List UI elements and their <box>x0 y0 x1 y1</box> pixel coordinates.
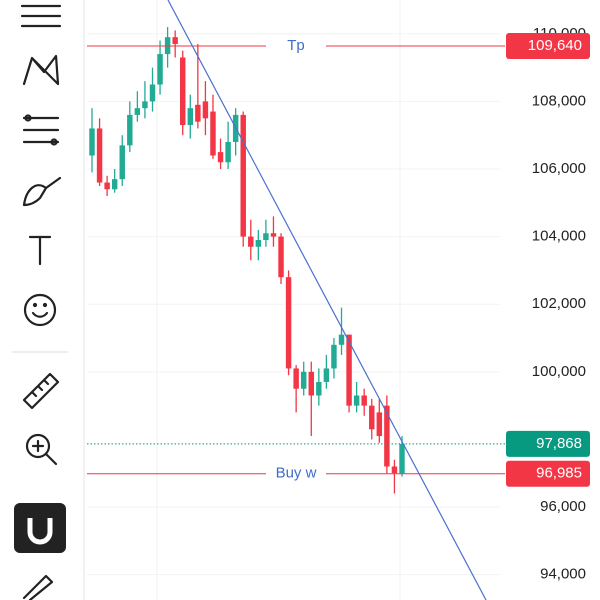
candle-body <box>316 381 322 396</box>
plot: 94,000 96,000 100,000 102,000 104,000 106,000… <box>87 25 586 583</box>
candle-body <box>399 443 405 474</box>
emoji-tool[interactable] <box>23 293 57 327</box>
price-tag <box>506 460 590 487</box>
candle-body <box>157 54 163 85</box>
candle-body <box>248 236 254 247</box>
candle-body <box>111 179 118 190</box>
toolbar <box>12 4 68 600</box>
price-tag <box>506 32 590 59</box>
candle-body <box>293 368 299 389</box>
pattern-tool[interactable] <box>22 54 60 86</box>
y-tick-label: 106,000 <box>532 160 586 177</box>
magnet-icon <box>27 518 53 545</box>
candle-body <box>187 108 194 126</box>
magnet-button[interactable] <box>14 503 66 553</box>
candle-body <box>346 334 352 406</box>
line-label: Tp <box>287 37 305 54</box>
fib-tool[interactable] <box>22 114 60 146</box>
candle-body <box>225 141 231 163</box>
y-tick-label: 108,000 <box>532 92 586 109</box>
candle-body <box>142 101 148 109</box>
candle-body <box>323 368 330 382</box>
y-tick-label: 104,000 <box>532 228 586 245</box>
candle-body <box>89 128 95 156</box>
price-tag-label: 96,985 <box>536 465 582 482</box>
candle-body <box>270 233 277 237</box>
candle-body <box>195 104 201 122</box>
candle-body <box>278 236 284 278</box>
candle-body <box>149 84 156 102</box>
candle-body <box>127 114 133 146</box>
candle-body <box>300 371 307 389</box>
brush-tool[interactable] <box>22 176 62 207</box>
candle-body <box>384 405 390 467</box>
candle-body <box>361 395 367 406</box>
candle-body <box>217 152 224 163</box>
line-label-bg <box>266 35 326 56</box>
candle-body <box>376 412 383 437</box>
candle-body <box>331 344 337 369</box>
candle-body <box>202 101 209 119</box>
candle-body <box>210 111 216 156</box>
candle-body <box>134 108 141 115</box>
candle-body <box>369 405 375 430</box>
candle-body <box>119 145 125 180</box>
y-tick-label: 96,000 <box>540 498 586 515</box>
y-tick-label: 102,000 <box>532 295 586 312</box>
trend-line[interactable] <box>167 0 487 600</box>
candle-body <box>353 395 360 406</box>
candle-body <box>285 277 292 369</box>
lines-tool[interactable] <box>20 4 62 28</box>
candle-body <box>104 182 110 190</box>
candle-body <box>240 114 246 237</box>
text-tool[interactable] <box>28 235 52 266</box>
candle-body <box>172 37 178 44</box>
candle-body <box>255 240 262 247</box>
candle-body <box>391 466 398 474</box>
price-tag <box>506 430 590 457</box>
lock-tool[interactable] <box>22 574 54 600</box>
price-labels: Tp 109,640 97,868 Buy w 96,985 <box>266 32 590 487</box>
line-label-bg <box>266 463 326 484</box>
price-tag-label: 109,640 <box>528 37 582 54</box>
candle-body <box>338 334 345 345</box>
candle-body <box>308 371 314 396</box>
candle-body <box>263 233 269 240</box>
y-tick-label: 100,000 <box>532 363 586 380</box>
price-tag-label: 97,868 <box>536 435 582 452</box>
candle-body <box>180 57 186 126</box>
line-label: Buy w <box>276 465 317 482</box>
candle-body <box>96 128 103 183</box>
zoom-tool[interactable] <box>25 433 58 466</box>
ruler-tool[interactable] <box>22 372 60 410</box>
y-tick-label: 94,000 <box>540 566 586 583</box>
